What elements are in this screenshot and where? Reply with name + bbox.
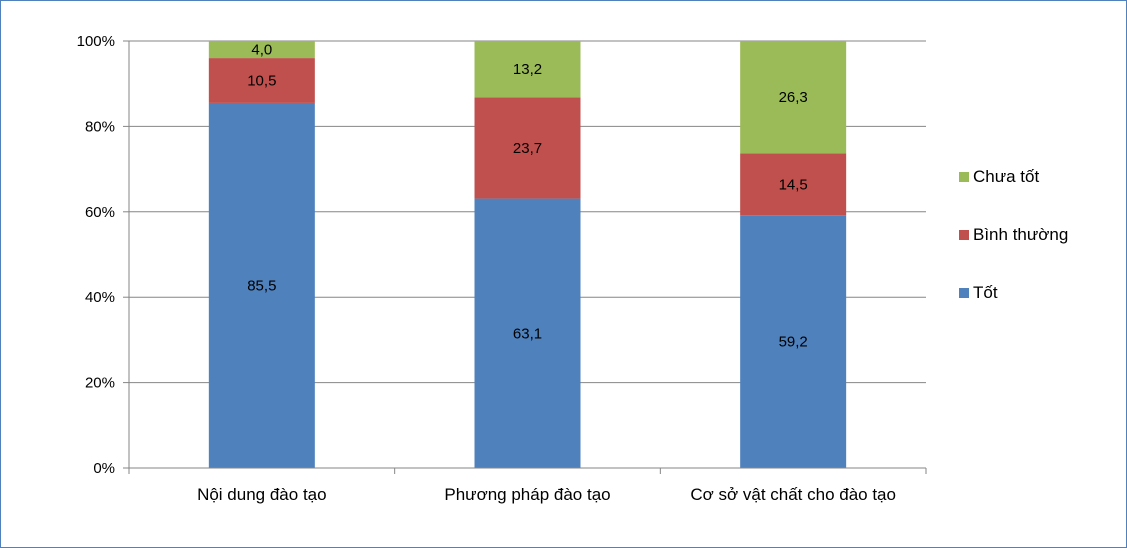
legend-swatch-binh-thuong: [959, 230, 969, 240]
legend-swatch-chua-tot: [959, 172, 969, 182]
y-tick-label: 40%: [85, 289, 115, 306]
x-category-label: Cơ sở vật chất cho đào tạo: [690, 485, 896, 504]
x-category-label: Phương pháp đào tạo: [444, 485, 610, 504]
y-tick-label: 60%: [85, 204, 115, 221]
data-label-tot-phuong-phap-dao-tao: 63,1: [513, 325, 542, 342]
bar-binh-thuong-noi-dung-dao-tao: [208, 58, 315, 103]
data-label-tot-noi-dung-dao-tao: 85,5: [247, 277, 276, 294]
data-labels: 85,5 10,5 4,0 63,1 23,7 13,2 59,2 14,5 26,3: [247, 42, 808, 351]
bar-tot-noi-dung-dao-tao: [208, 102, 315, 468]
bar-tot-phuong-phap-dao-tao: [474, 198, 581, 469]
bars: [208, 41, 847, 469]
bar-chua-tot-noi-dung-dao-tao: [208, 41, 315, 59]
legend-label-tot: Tốt: [973, 283, 998, 302]
legend: Chưa tốt Bình thường Tốt: [959, 167, 1068, 302]
data-label-tot-co-so-vat-chat-cho-dao-tao: 59,2: [779, 334, 808, 351]
legend-label-chua-tot: Chưa tốt: [973, 167, 1039, 186]
data-label-binh-thuong-noi-dung-dao-tao: 10,5: [247, 72, 276, 89]
data-label-binh-thuong-co-so-vat-chat-cho-dao-tao: 14,5: [779, 176, 808, 193]
data-label-chua-tot-phuong-phap-dao-tao: 13,2: [513, 61, 542, 78]
x-category-label: Nội dung đào tạo: [197, 485, 327, 504]
axes: 0% 20% 40% 60% 80% 100% Nội dung đào tạo Phương…: [77, 33, 927, 504]
legend-label-binh-thuong: Bình thường: [973, 225, 1068, 244]
y-tick-label: 100%: [77, 33, 115, 50]
data-label-chua-tot-co-so-vat-chat-cho-dao-tao: 26,3: [779, 89, 808, 106]
y-tick-label: 20%: [85, 375, 115, 392]
y-tick-label: 80%: [85, 118, 115, 135]
bar-chua-tot-phuong-phap-dao-tao: [474, 41, 581, 98]
data-label-binh-thuong-phuong-phap-dao-tao: 23,7: [513, 140, 542, 157]
data-label-chua-tot-noi-dung-dao-tao: 4,0: [251, 42, 272, 59]
bar-chua-tot-co-so-vat-chat-cho-dao-tao: [740, 41, 847, 154]
bar-binh-thuong-phuong-phap-dao-tao: [474, 97, 581, 199]
legend-swatch-tot: [959, 288, 969, 298]
bar-tot-co-so-vat-chat-cho-dao-tao: [740, 215, 847, 468]
bar-binh-thuong-co-so-vat-chat-cho-dao-tao: [740, 153, 847, 216]
y-tick-label: 0%: [93, 460, 115, 477]
